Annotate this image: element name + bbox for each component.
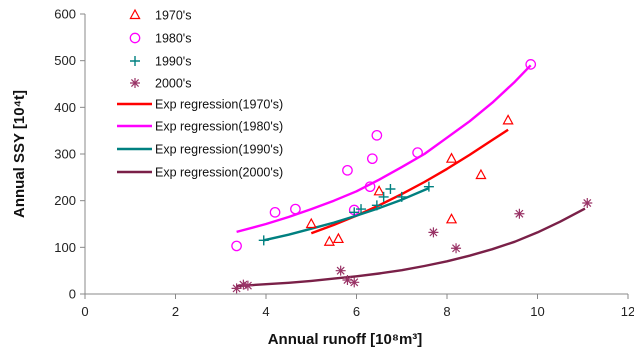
y-tick-label: 600 bbox=[54, 7, 76, 22]
y-tick-label: 300 bbox=[54, 147, 76, 162]
y-tick-label: 500 bbox=[54, 53, 76, 68]
legend-label: 1990's bbox=[155, 55, 191, 69]
data-point bbox=[373, 185, 385, 196]
regression-line bbox=[236, 207, 586, 288]
data-point bbox=[342, 164, 353, 176]
x-axis-label: Annual runoff [10⁸m³] bbox=[268, 331, 423, 348]
data-point bbox=[231, 240, 242, 252]
data-point bbox=[323, 235, 335, 246]
data-point bbox=[335, 265, 346, 276]
data-point bbox=[332, 232, 345, 244]
legend-marker bbox=[129, 32, 141, 44]
x-ticks: 0 2 4 6 8 10 12 bbox=[81, 294, 634, 319]
data-point bbox=[475, 168, 487, 180]
data-point bbox=[290, 203, 301, 215]
regression-line bbox=[236, 64, 532, 234]
x-tick-label: 2 bbox=[172, 304, 179, 319]
data-point bbox=[356, 204, 367, 215]
x-tick-label: 0 bbox=[81, 304, 88, 319]
x-tick-label: 6 bbox=[353, 304, 360, 319]
y-tick-label: 100 bbox=[54, 240, 76, 255]
data-point bbox=[371, 129, 383, 141]
legend-marker bbox=[130, 56, 140, 66]
data-point bbox=[445, 213, 458, 224]
data-point bbox=[378, 191, 389, 202]
x-tick-label: 10 bbox=[530, 304, 544, 319]
y-tick-label: 0 bbox=[69, 287, 76, 302]
regression-lines bbox=[236, 64, 586, 288]
data-point bbox=[231, 283, 242, 294]
data-points bbox=[231, 59, 593, 294]
data-point bbox=[349, 277, 360, 288]
legend: 1970's 1980's 1990's 2000's Exp regression(1… bbox=[117, 9, 283, 180]
legend-marker bbox=[129, 8, 141, 20]
x-tick-label: 12 bbox=[621, 304, 634, 319]
y-ticks: 0 100 200 300 400 500 600 bbox=[54, 7, 85, 302]
data-point bbox=[445, 152, 458, 163]
regression-line bbox=[263, 186, 430, 242]
data-point bbox=[349, 207, 360, 218]
data-point bbox=[514, 208, 525, 219]
data-point bbox=[502, 114, 514, 125]
data-point bbox=[269, 206, 281, 218]
legend-label: Exp regression(1990's) bbox=[155, 143, 283, 157]
legend-label: Exp regression(1970's) bbox=[155, 98, 283, 112]
data-point bbox=[582, 198, 593, 208]
legend-label: 1970's bbox=[155, 9, 191, 23]
y-tick-label: 200 bbox=[54, 193, 76, 208]
regression-line bbox=[310, 128, 509, 235]
legend-marker bbox=[130, 78, 140, 88]
data-point bbox=[451, 243, 462, 254]
data-point bbox=[412, 147, 423, 158]
data-point bbox=[396, 191, 407, 202]
y-axis-label: Annual SSY [10⁴t] bbox=[11, 90, 28, 218]
data-point bbox=[428, 227, 439, 238]
data-point bbox=[371, 200, 382, 211]
data-point bbox=[342, 275, 353, 285]
x-tick-label: 8 bbox=[443, 304, 450, 319]
legend-label: Exp regression(2000's) bbox=[155, 166, 283, 180]
data-point bbox=[238, 279, 249, 290]
legend-label: Exp regression(1980's) bbox=[155, 120, 283, 134]
legend-label: 2000's bbox=[155, 77, 191, 91]
data-point bbox=[364, 181, 376, 193]
legend-label: 1980's bbox=[155, 32, 191, 46]
data-point bbox=[305, 217, 317, 229]
x-tick-label: 4 bbox=[262, 304, 269, 319]
data-point bbox=[366, 153, 378, 165]
data-point bbox=[423, 181, 434, 192]
data-point bbox=[385, 184, 396, 194]
y-tick-label: 400 bbox=[54, 100, 76, 115]
plot-area: 0 100 200 300 400 500 600 0 2 4 6 8 10 12 bbox=[54, 7, 634, 320]
data-point bbox=[258, 235, 269, 246]
data-point bbox=[525, 59, 537, 70]
data-point bbox=[242, 280, 253, 291]
